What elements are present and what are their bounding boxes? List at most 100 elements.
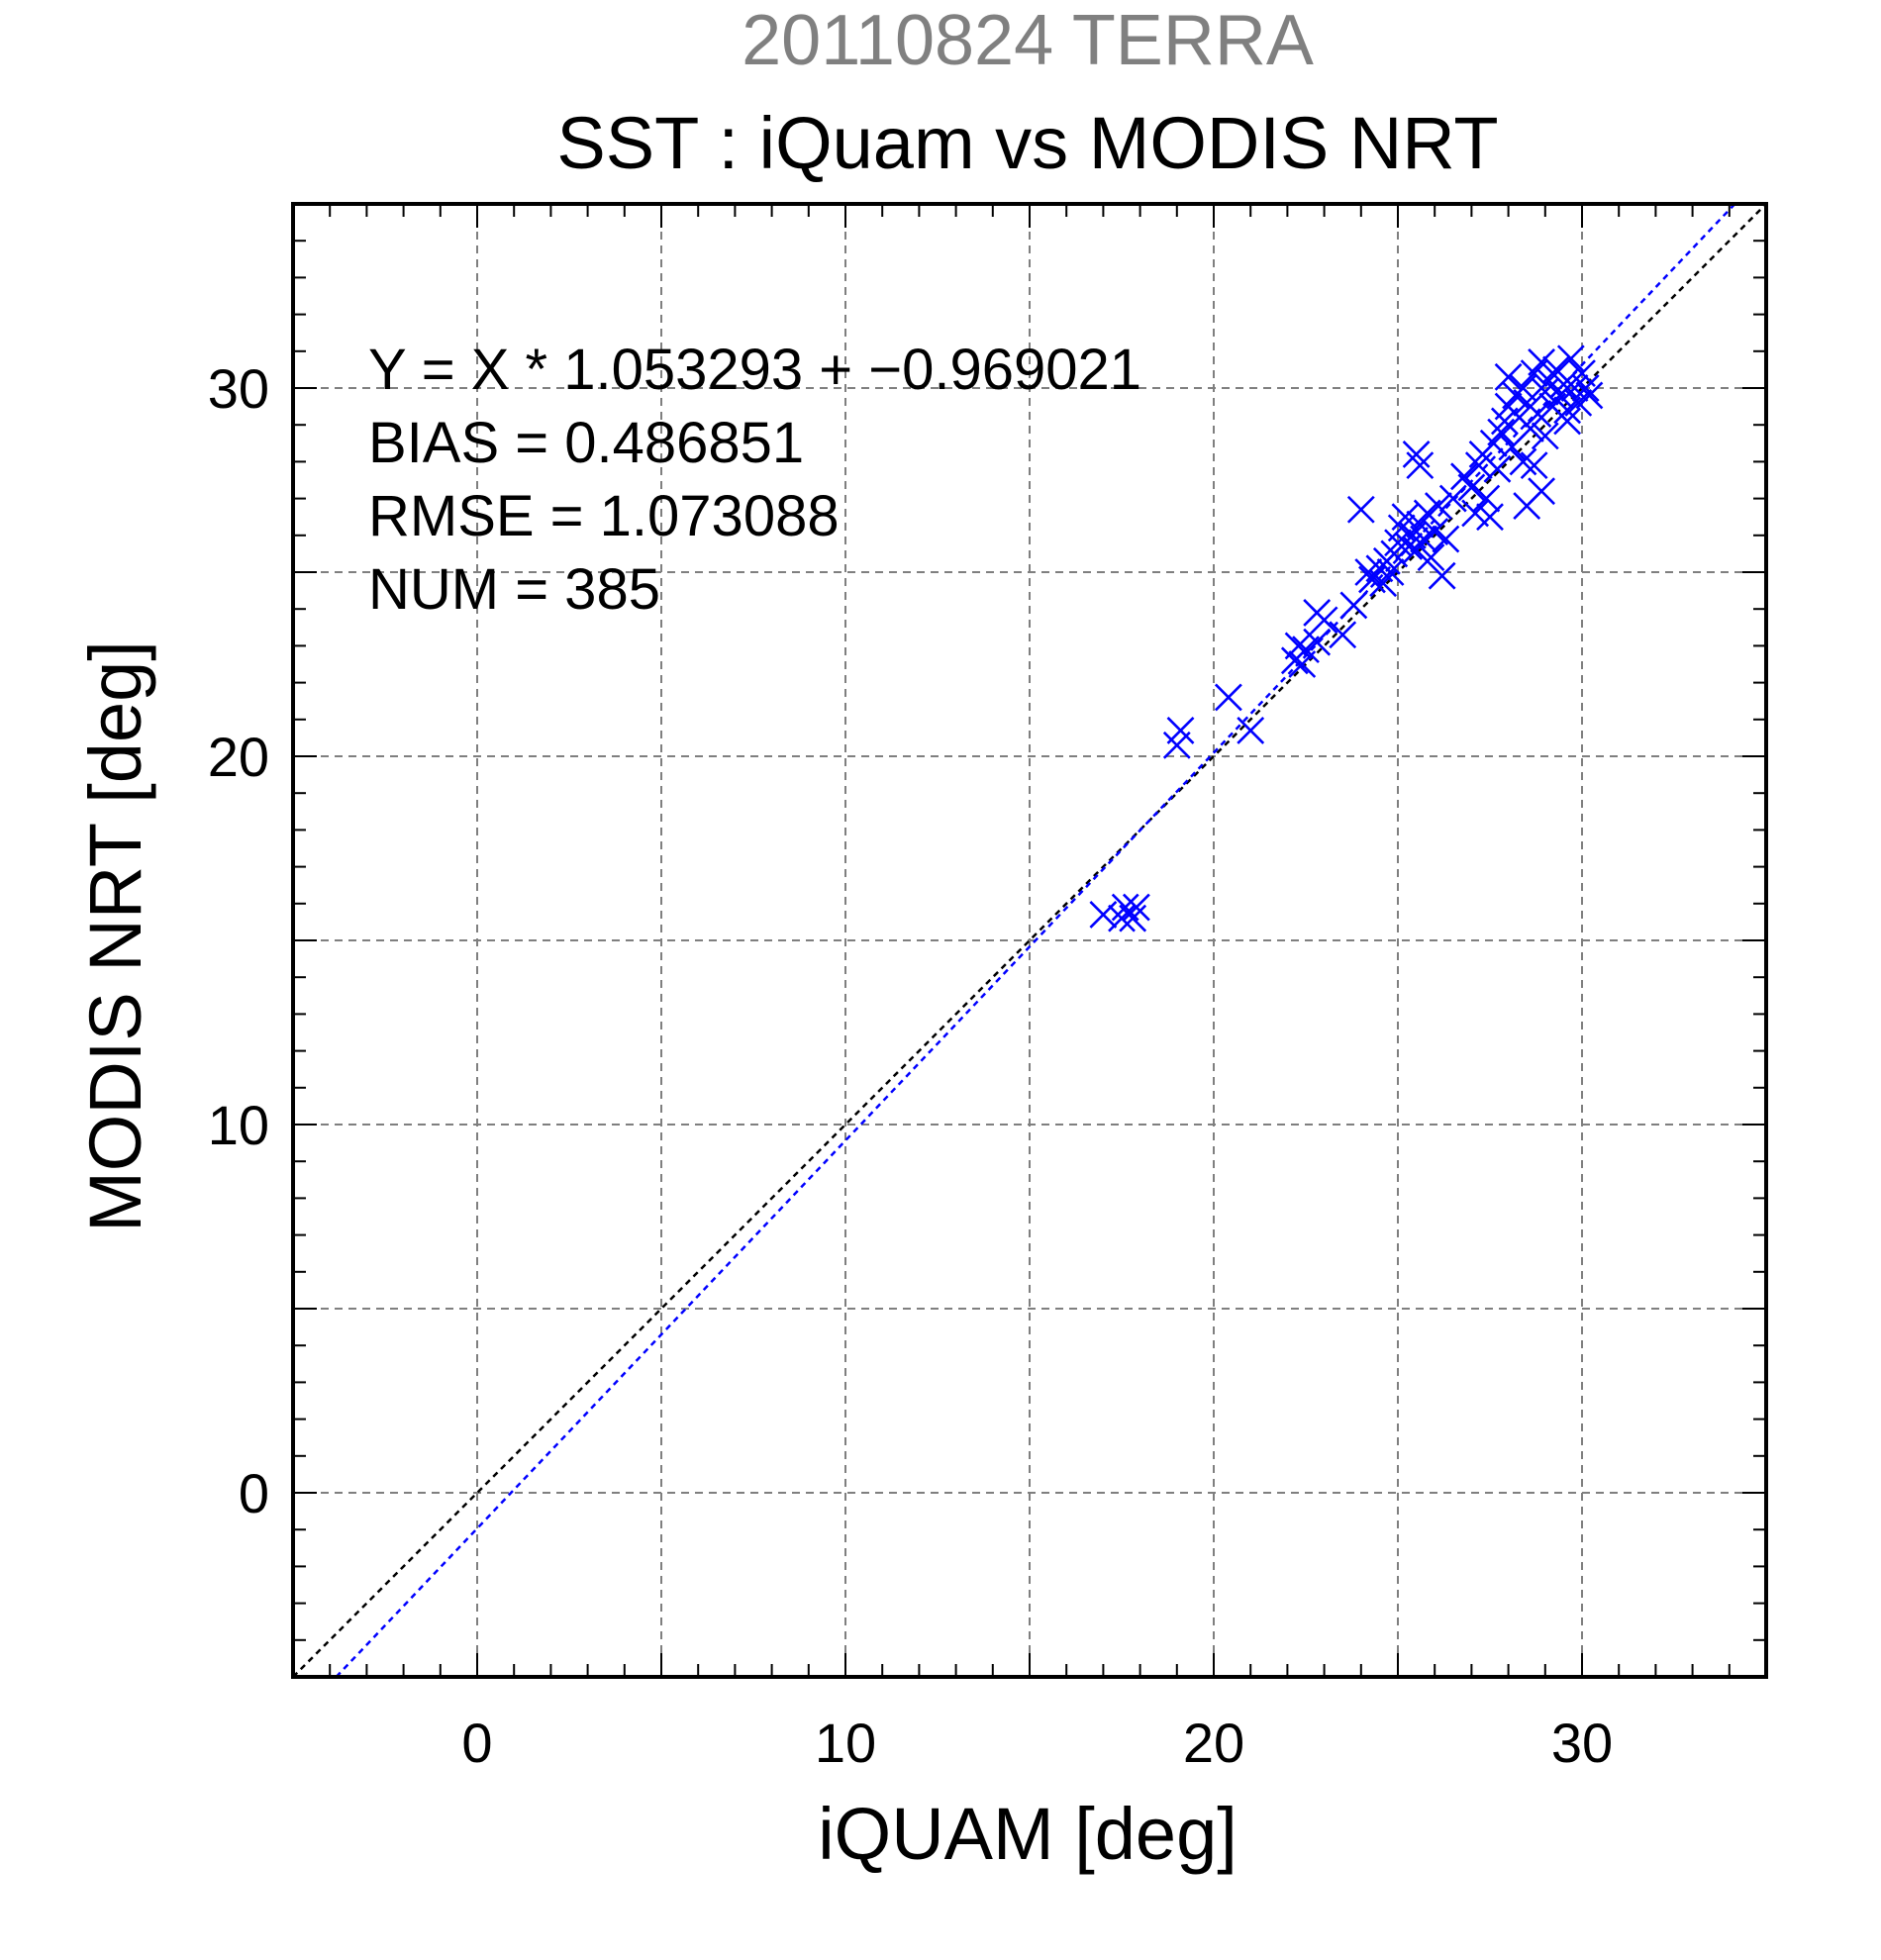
data-point xyxy=(1575,381,1604,410)
data-point xyxy=(1432,525,1460,553)
data-point-stroke xyxy=(1108,904,1136,932)
data-point xyxy=(1438,484,1467,513)
data-point xyxy=(1476,503,1504,532)
data-points xyxy=(1089,344,1604,932)
data-point-stroke xyxy=(1531,422,1559,450)
data-point-stroke xyxy=(1472,484,1501,513)
data-point-stroke xyxy=(1575,381,1604,410)
data-point-stroke xyxy=(1111,893,1139,922)
data-point-stroke xyxy=(1237,717,1265,744)
data-point-stroke xyxy=(1417,543,1445,572)
data-point xyxy=(1346,495,1375,524)
data-point-stroke xyxy=(1457,473,1486,502)
data-point-stroke xyxy=(1346,495,1375,524)
x-tick-label: 30 xyxy=(1551,1712,1613,1774)
y-axis-label: MODIS NRT [deg] xyxy=(74,640,156,1232)
data-point xyxy=(1166,717,1195,744)
data-point xyxy=(1545,381,1574,410)
data-point-stroke xyxy=(1402,441,1431,468)
data-point-stroke xyxy=(1549,370,1578,399)
data-point xyxy=(1303,628,1332,656)
stats-equation: Y = X * 1.053293 + −0.969021 xyxy=(368,338,1141,402)
x-tick-label: 20 xyxy=(1183,1712,1244,1774)
grid xyxy=(293,204,1766,1677)
data-point xyxy=(1402,441,1431,468)
data-point-stroke xyxy=(1494,362,1523,391)
data-point xyxy=(1494,362,1523,391)
data-point xyxy=(1457,473,1486,502)
data-point xyxy=(1119,904,1147,932)
data-point xyxy=(1517,415,1544,442)
data-point xyxy=(1464,451,1493,480)
data-point-stroke xyxy=(1166,717,1195,744)
x-tick-label: 10 xyxy=(815,1712,876,1774)
identity-line xyxy=(292,203,1767,1678)
data-point-stroke xyxy=(1421,518,1449,545)
data-point-stroke xyxy=(1542,355,1570,384)
data-point xyxy=(1417,543,1445,572)
y-tick-label: 10 xyxy=(208,1094,269,1156)
data-point xyxy=(1509,447,1537,476)
data-point-stroke xyxy=(1461,499,1490,528)
data-point xyxy=(1284,632,1313,660)
data-point xyxy=(1487,418,1516,446)
reference-lines xyxy=(292,203,1767,1678)
regression-line xyxy=(335,203,1736,1678)
data-point xyxy=(1425,492,1452,520)
data-point-stroke xyxy=(1571,374,1600,402)
data-point xyxy=(1428,561,1456,590)
data-point-stroke xyxy=(1438,484,1467,513)
data-point-stroke xyxy=(1122,893,1150,922)
data-point xyxy=(1391,503,1420,532)
data-point-stroke xyxy=(1528,348,1555,376)
y-tick-label: 30 xyxy=(208,357,269,420)
data-point xyxy=(1528,477,1555,506)
data-point-stroke xyxy=(1568,359,1596,388)
data-point xyxy=(1310,606,1338,635)
data-point xyxy=(1531,422,1559,450)
data-point-stroke xyxy=(1432,525,1460,553)
data-point-stroke xyxy=(1387,514,1416,542)
data-point-stroke xyxy=(1509,447,1537,476)
data-point xyxy=(1237,717,1265,744)
data-point-stroke xyxy=(1517,415,1544,442)
data-point xyxy=(1556,344,1585,373)
data-point-stroke xyxy=(1487,418,1516,446)
data-point-stroke xyxy=(1520,451,1548,480)
data-point-stroke xyxy=(1524,400,1552,428)
stats-num: NUM = 385 xyxy=(368,557,660,622)
data-point-stroke xyxy=(1553,407,1582,436)
data-point xyxy=(1122,893,1150,922)
data-point xyxy=(1520,451,1548,480)
data-point-stroke xyxy=(1329,621,1357,649)
data-point-stroke xyxy=(1089,901,1118,929)
data-point xyxy=(1376,558,1405,586)
stats-annotation: Y = X * 1.053293 + −0.969021 BIAS = 0.48… xyxy=(368,338,1141,622)
data-point-stroke xyxy=(1450,462,1478,491)
data-point-stroke xyxy=(1476,503,1504,532)
data-point-stroke xyxy=(1509,374,1537,402)
data-point-stroke xyxy=(1464,451,1493,480)
data-point-stroke xyxy=(1531,377,1559,406)
data-point-stroke xyxy=(1391,503,1420,532)
data-point-stroke xyxy=(1483,454,1512,483)
data-point xyxy=(1108,904,1136,932)
data-point-stroke xyxy=(1425,492,1452,520)
data-point-stroke xyxy=(1560,374,1589,402)
data-point-stroke xyxy=(1284,632,1313,660)
data-point xyxy=(1339,591,1368,620)
data-point xyxy=(1524,400,1552,428)
y-tick-label: 20 xyxy=(208,726,269,788)
data-point xyxy=(1528,348,1555,376)
data-point xyxy=(1089,901,1118,929)
data-point-stroke xyxy=(1556,344,1585,373)
data-point xyxy=(1214,683,1242,712)
tick-labels: 0 10 20 30 0 10 20 30 xyxy=(208,357,1613,1774)
stats-bias: BIAS = 0.486851 xyxy=(368,411,804,475)
data-point xyxy=(1571,374,1600,402)
data-point-stroke xyxy=(1214,683,1242,712)
stats-rmse: RMSE = 1.073088 xyxy=(368,484,840,548)
chart-supertitle: 20110824 TERRA xyxy=(742,1,1314,80)
data-point xyxy=(1472,484,1501,513)
